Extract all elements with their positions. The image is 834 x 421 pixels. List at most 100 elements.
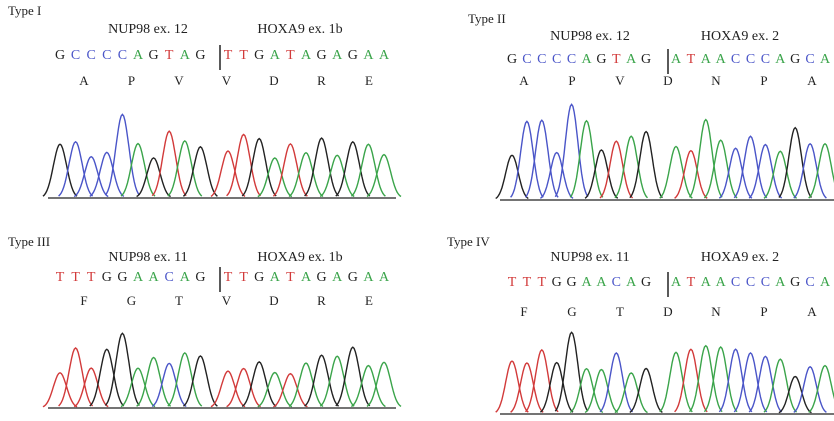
trace-peak	[320, 155, 354, 196]
base: C	[805, 275, 814, 290]
trace-peak	[749, 145, 782, 199]
base: A	[149, 270, 160, 285]
gene-label: NUP98 ex. 11	[108, 250, 187, 265]
trace-peak	[615, 136, 648, 198]
trace-peak	[719, 148, 752, 198]
base: A	[301, 270, 312, 285]
base: G	[790, 275, 800, 290]
base: G	[102, 270, 112, 285]
amino-acid: V	[174, 73, 184, 88]
amino-acid: E	[365, 73, 373, 88]
base: A	[581, 52, 592, 67]
amino-acid: D	[269, 73, 278, 88]
base: T	[239, 48, 248, 63]
amino-acid: F	[80, 293, 87, 308]
base: A	[332, 48, 343, 63]
base: A	[716, 52, 727, 67]
panel: Type IINUP98 ex. 12HOXA9 ex. 2GCCCCAGTAG…	[468, 11, 834, 200]
trace-peak	[227, 369, 261, 407]
base: A	[701, 275, 712, 290]
amino-acid: G	[127, 293, 136, 308]
panel-label: Type I	[8, 3, 41, 18]
gene-label: HOXA9 ex. 1b	[257, 22, 342, 37]
trace-peak	[121, 368, 155, 406]
base: C	[537, 52, 546, 67]
base: G	[117, 270, 127, 285]
amino-acid: A	[519, 73, 529, 88]
base: C	[87, 48, 96, 63]
trace-peak	[704, 140, 737, 198]
base: G	[790, 52, 800, 67]
base: C	[522, 52, 531, 67]
base: G	[195, 270, 205, 285]
trace-peak	[227, 135, 261, 196]
base: A	[596, 275, 607, 290]
trace-peak	[660, 147, 693, 199]
base: T	[538, 275, 547, 290]
base: C	[567, 52, 576, 67]
trace-peak	[74, 368, 108, 407]
base: A	[301, 48, 312, 63]
amino-acid: T	[175, 293, 183, 308]
amino-acid: T	[616, 304, 624, 319]
trace-peak	[555, 104, 588, 196]
gene-label: HOXA9 ex. 2	[701, 250, 779, 265]
base: A	[701, 52, 712, 67]
trace-peak	[779, 128, 812, 198]
trace-peak	[734, 136, 767, 198]
base: C	[731, 52, 740, 67]
base: A	[133, 48, 144, 63]
trace-peak	[675, 151, 708, 199]
trace-peak	[242, 362, 276, 407]
base: C	[761, 275, 770, 290]
base: G	[195, 48, 205, 63]
base: T	[687, 52, 696, 67]
amino-acid: G	[567, 304, 576, 319]
trace-peak	[90, 349, 124, 406]
base: T	[224, 48, 233, 63]
base: A	[180, 48, 191, 63]
base: C	[761, 52, 770, 67]
trace-peak	[258, 158, 292, 197]
base: A	[775, 275, 786, 290]
amino-acid: N	[711, 73, 721, 88]
base: G	[317, 270, 327, 285]
trace-peak	[168, 353, 202, 406]
base: G	[641, 275, 651, 290]
base: A	[363, 270, 374, 285]
amino-acid: P	[128, 73, 135, 88]
amino-acid: P	[568, 73, 575, 88]
base: T	[286, 48, 295, 63]
amino-acid: R	[317, 73, 326, 88]
amino-acid: D	[663, 73, 672, 88]
trace-peak	[540, 363, 573, 413]
base: A	[820, 275, 831, 290]
base: A	[363, 48, 374, 63]
base: T	[687, 275, 696, 290]
base: A	[270, 270, 281, 285]
gene-label: NUP98 ex. 12	[550, 29, 630, 44]
base: G	[254, 270, 264, 285]
panel-label: Type IV	[447, 234, 490, 249]
figure: Type INUP98 ex. 12HOXA9 ex. 1bGCCCCAGTAG…	[0, 0, 834, 421]
base: A	[270, 48, 281, 63]
gene-label: HOXA9 ex. 2	[701, 29, 779, 44]
base: A	[716, 275, 727, 290]
trace-peak	[137, 358, 171, 407]
base: C	[612, 275, 621, 290]
base: A	[626, 275, 637, 290]
base: G	[348, 48, 358, 63]
base: G	[596, 52, 606, 67]
amino-acid: R	[317, 293, 326, 308]
base: T	[286, 270, 295, 285]
base: C	[746, 275, 755, 290]
panel-label: Type III	[8, 234, 50, 249]
trace-peak	[336, 347, 370, 406]
gene-label: NUP98 ex. 11	[550, 250, 629, 265]
amino-acid: V	[615, 73, 625, 88]
trace-peak	[211, 151, 245, 196]
base: C	[746, 52, 755, 67]
trace-peak	[585, 150, 618, 198]
